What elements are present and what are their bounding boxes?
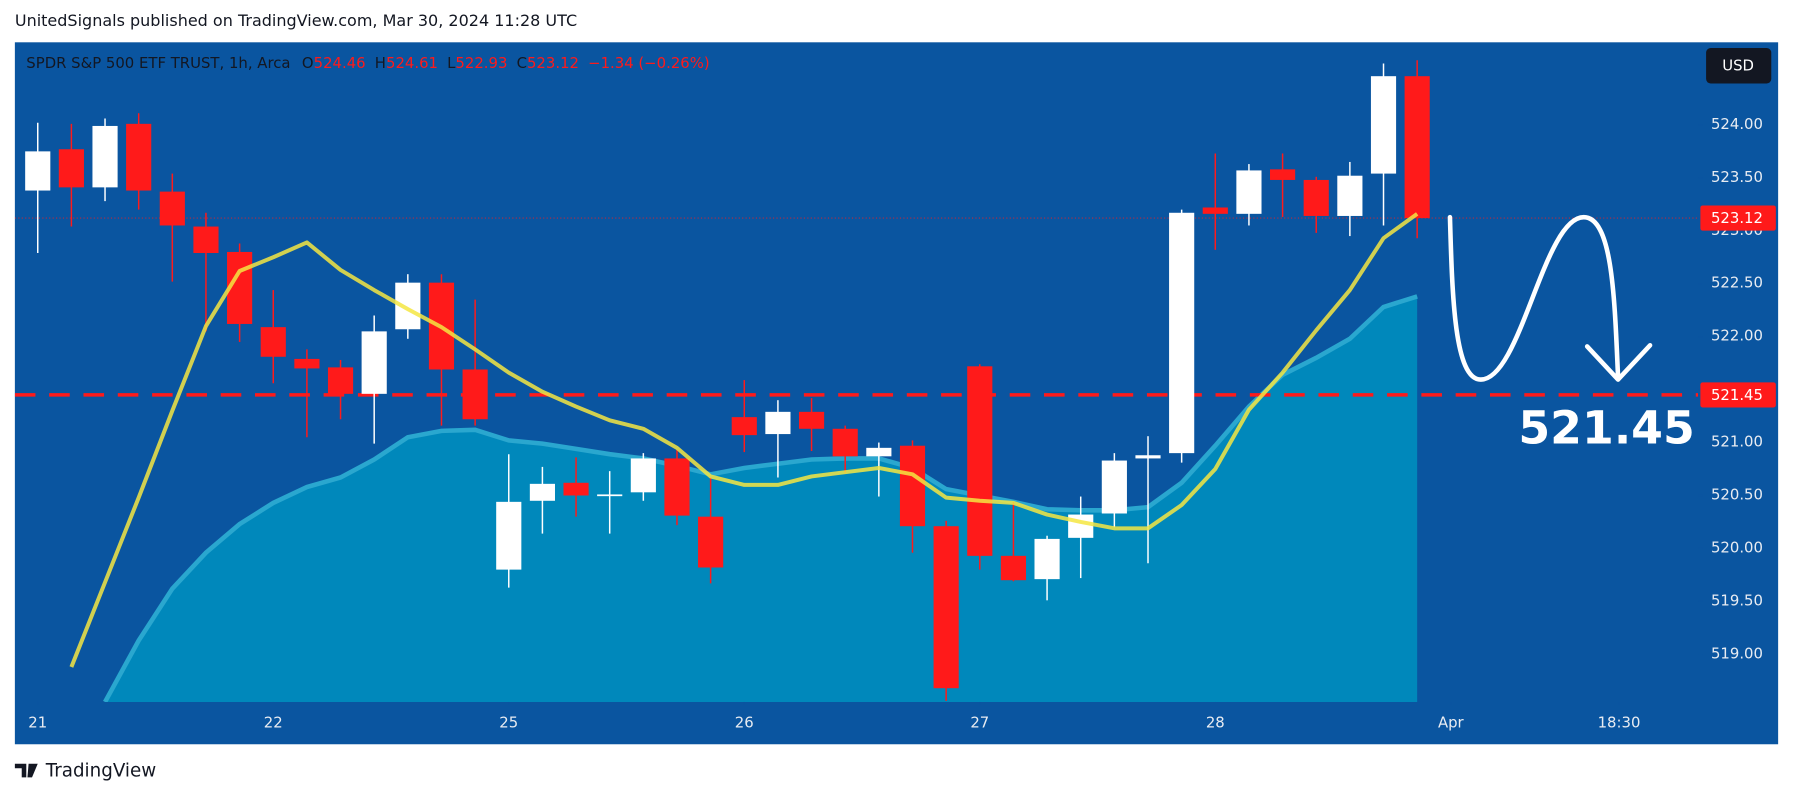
ohlc-value: 524.46 xyxy=(314,54,366,72)
ma-line xyxy=(69,212,1419,668)
price-badge xyxy=(1700,205,1776,231)
change: −1.34 (−0.26%) xyxy=(588,54,710,72)
candle-body xyxy=(126,123,152,191)
candle-body xyxy=(1337,175,1363,216)
candle-body xyxy=(1236,170,1262,214)
candle-body xyxy=(967,366,993,556)
y-tick-label: 519.00 xyxy=(1711,644,1763,662)
publisher-line: UnitedSignals published on TradingView.c… xyxy=(15,11,577,30)
ohlc-key: C xyxy=(517,54,527,72)
brand: TradingView xyxy=(45,761,157,782)
overlay: 519.00519.50520.00520.50521.00521.50522.… xyxy=(28,115,1776,732)
logo-icon xyxy=(14,763,38,778)
candle-body xyxy=(630,458,656,493)
ohlc-key: L xyxy=(447,54,456,72)
y-tick-label: 522.00 xyxy=(1711,327,1763,345)
y-tick-label: 524.00 xyxy=(1711,115,1763,133)
x-tick-label: 22 xyxy=(264,714,283,732)
candle-body xyxy=(58,149,84,188)
candle-body xyxy=(698,516,724,568)
x-tick-label: 18:30 xyxy=(1598,714,1641,732)
candle-body xyxy=(193,226,219,254)
candle-body xyxy=(529,483,555,501)
x-tick-label: 28 xyxy=(1206,714,1225,732)
ohlc-value: 524.61 xyxy=(386,54,438,72)
currency-button[interactable] xyxy=(1706,48,1772,84)
ohlc-key: H xyxy=(375,54,386,72)
x-tick-label: 26 xyxy=(735,714,754,732)
candle-body xyxy=(1270,169,1296,180)
brand-logo xyxy=(14,763,38,778)
candle-body xyxy=(1202,207,1228,214)
target-annotation: 521.45 xyxy=(1518,402,1694,455)
ohlc-value: 522.93 xyxy=(455,54,507,72)
x-tick-label: Apr xyxy=(1438,714,1465,732)
candle-body xyxy=(597,494,623,497)
candle-body xyxy=(731,417,757,436)
candle-body xyxy=(1135,455,1161,459)
candle-body xyxy=(92,125,118,188)
price-badge-label: 521.45 xyxy=(1711,386,1763,404)
candle-body xyxy=(933,526,959,689)
area-fill xyxy=(105,296,1418,702)
y-tick-label: 520.00 xyxy=(1711,538,1763,556)
candle-body xyxy=(1169,212,1195,454)
candle-body xyxy=(1101,460,1127,514)
candle-body xyxy=(765,411,791,435)
candle-body xyxy=(260,327,286,357)
candle-body xyxy=(361,331,387,394)
plot-area xyxy=(14,60,1699,702)
candle-body xyxy=(327,367,354,394)
y-tick-label: 519.50 xyxy=(1711,591,1763,609)
y-tick-label: 521.00 xyxy=(1711,433,1763,451)
candle-body xyxy=(832,428,858,457)
candle-body xyxy=(1034,538,1060,580)
x-tick-label: 27 xyxy=(970,714,989,732)
drawn-arrow xyxy=(1447,214,1653,382)
currency[interactable]: USD xyxy=(1722,56,1754,74)
price-badge xyxy=(1700,382,1776,408)
candle-body xyxy=(1404,76,1430,219)
candle-body xyxy=(866,447,892,457)
candle-body xyxy=(294,358,320,369)
y-tick-label: 520.50 xyxy=(1711,485,1763,503)
candle-body xyxy=(1000,555,1027,581)
candle-body xyxy=(1370,76,1397,174)
ohlc-value: 523.12 xyxy=(527,54,579,72)
candle-body xyxy=(664,458,690,516)
candle-body xyxy=(462,369,488,420)
candle-body xyxy=(159,191,185,226)
candle-body xyxy=(496,501,522,570)
candle-body xyxy=(563,482,589,496)
x-tick-label: 25 xyxy=(499,714,518,732)
candle-body xyxy=(798,411,825,429)
area-line xyxy=(103,294,1418,702)
y-tick-label: 523.50 xyxy=(1711,168,1763,186)
candle-body xyxy=(899,445,926,527)
ohlc-key: O xyxy=(302,54,314,72)
symbol-title: SPDR S&P 500 ETF TRUST, 1h, Arca xyxy=(26,54,290,72)
y-tick-label: 522.50 xyxy=(1711,274,1763,292)
candle-body xyxy=(1303,179,1329,216)
legend-header: SPDR S&P 500 ETF TRUST, 1h, Arca O524.46 H… xyxy=(26,54,709,72)
price-badge-label: 523.12 xyxy=(1711,209,1763,227)
x-tick-label: 21 xyxy=(28,714,47,732)
candle-body xyxy=(25,151,51,191)
